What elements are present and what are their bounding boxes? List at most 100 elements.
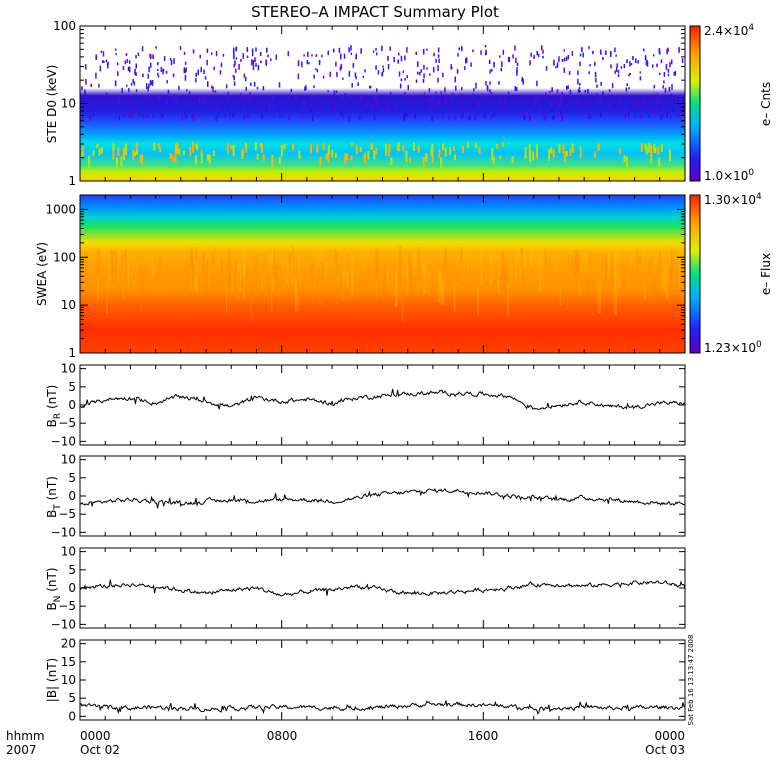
- ste-speckle-point: [255, 47, 257, 52]
- ste-speckle-point: [250, 82, 252, 86]
- swea-streak: [261, 270, 264, 294]
- ste-speckle-point: [530, 108, 532, 113]
- swea-streak: [238, 271, 240, 301]
- swea-streak: [439, 270, 442, 294]
- ste-speckle-point: [516, 70, 518, 76]
- swea-streak: [444, 247, 448, 273]
- swea-streak: [228, 247, 230, 288]
- ste-speckle-point: [381, 45, 383, 52]
- ste-speckle-point: [128, 60, 131, 64]
- swea-streak: [375, 248, 379, 280]
- ste-ylabel: STE D0 (keV): [45, 65, 59, 144]
- ste-speckle-point: [647, 114, 650, 119]
- ste-speckle-point: [360, 95, 362, 98]
- swea-streak: [489, 254, 492, 267]
- ste-speckle-point: [348, 47, 350, 53]
- ste-speckle-point: [391, 115, 393, 118]
- ste-speckle-point: [235, 47, 237, 52]
- swea-streak: [122, 269, 125, 285]
- swea-streak: [273, 250, 276, 280]
- ste-speckle-point: [651, 110, 654, 115]
- swea-streak: [530, 250, 533, 267]
- ste-hot-point: [402, 145, 405, 152]
- ste-hot-point: [196, 144, 199, 151]
- ste-speckle-point: [128, 113, 130, 117]
- ste-hot-point: [254, 142, 257, 151]
- swea-streak: [266, 277, 270, 292]
- ste-speckle-point: [578, 86, 581, 89]
- ste-speckle-point: [311, 54, 313, 57]
- ste-speckle-point: [192, 49, 195, 54]
- ste-speckle-point: [417, 102, 420, 109]
- bmag-tick-label: 5: [68, 691, 76, 705]
- ste-speckle-point: [227, 105, 230, 112]
- swea-heatmap: [80, 195, 685, 353]
- ste-hot-point: [440, 157, 443, 168]
- ste-speckle-point: [633, 104, 635, 107]
- ste-speckle-point: [444, 97, 447, 103]
- ste-speckle-point: [327, 90, 329, 93]
- ste-speckle-point: [652, 54, 655, 57]
- ste-speckle-point: [406, 75, 409, 79]
- ste-speckle-point: [472, 93, 475, 99]
- ste-speckle-point: [611, 83, 614, 89]
- ste-hot-point: [536, 153, 539, 159]
- ste-hot-point: [175, 143, 178, 155]
- swea-streak: [460, 246, 463, 279]
- swea-streak: [353, 267, 355, 294]
- swea-streak: [614, 282, 617, 315]
- ste-hot-point: [462, 145, 465, 153]
- ste-speckle-point: [508, 56, 511, 63]
- ste-speckle-point: [442, 115, 444, 119]
- ste-speckle-point: [141, 46, 144, 52]
- ste-speckle-point: [588, 46, 590, 50]
- ste-speckle-point: [375, 65, 377, 70]
- ste-speckle-point: [100, 50, 103, 53]
- ste-speckle-point: [625, 87, 628, 92]
- swea-streak: [214, 247, 216, 263]
- ste-speckle-point: [406, 114, 409, 117]
- ste-speckle-point: [417, 61, 419, 68]
- ste-speckle-point: [172, 73, 175, 78]
- swea-streak: [264, 252, 266, 276]
- ste-hot-point: [499, 155, 502, 160]
- swea-streak: [401, 284, 404, 324]
- ste-speckle-point: [313, 74, 315, 79]
- ste-speckle-point: [126, 84, 128, 87]
- ste-speckle-point: [183, 51, 186, 55]
- ste-speckle-point: [629, 61, 631, 67]
- ste-speckle-point: [674, 71, 677, 76]
- ste-speckle-point: [475, 82, 477, 89]
- swea-streak: [406, 257, 408, 284]
- swea-streak: [609, 280, 612, 294]
- ste-hot-point: [569, 148, 572, 157]
- br-tick-label: 10: [61, 362, 76, 376]
- ste-hot-point: [319, 156, 322, 167]
- ste-speckle-point: [338, 47, 341, 53]
- swea-streak: [105, 288, 108, 305]
- ste-speckle-point: [643, 102, 646, 109]
- ste-speckle-point: [367, 107, 370, 111]
- ste-speckle-point: [85, 64, 87, 70]
- ste-hot-point: [280, 145, 283, 157]
- ste-speckle-point: [235, 57, 238, 60]
- ste-speckle-point: [564, 100, 567, 105]
- ste-speckle-point: [297, 60, 300, 67]
- ste-speckle-point: [491, 68, 493, 72]
- ste-speckle-point: [329, 71, 332, 77]
- ste-speckle-point: [596, 93, 598, 98]
- swea-streak: [589, 251, 591, 266]
- ste-speckle-point: [560, 96, 562, 102]
- ste-speckle-point: [454, 115, 457, 121]
- ste-speckle-point: [667, 47, 669, 52]
- ste-speckle-point: [134, 68, 136, 75]
- ste-speckle-point: [148, 83, 150, 89]
- ste-speckle-point: [499, 55, 501, 58]
- swea-streak: [440, 247, 442, 265]
- ste-speckle-point: [240, 58, 242, 62]
- ste-speckle-point: [225, 84, 228, 89]
- swea-streak: [480, 259, 482, 282]
- swea-streak: [275, 264, 278, 292]
- ste-speckle-point: [516, 62, 519, 66]
- ste-speckle-point: [189, 104, 191, 109]
